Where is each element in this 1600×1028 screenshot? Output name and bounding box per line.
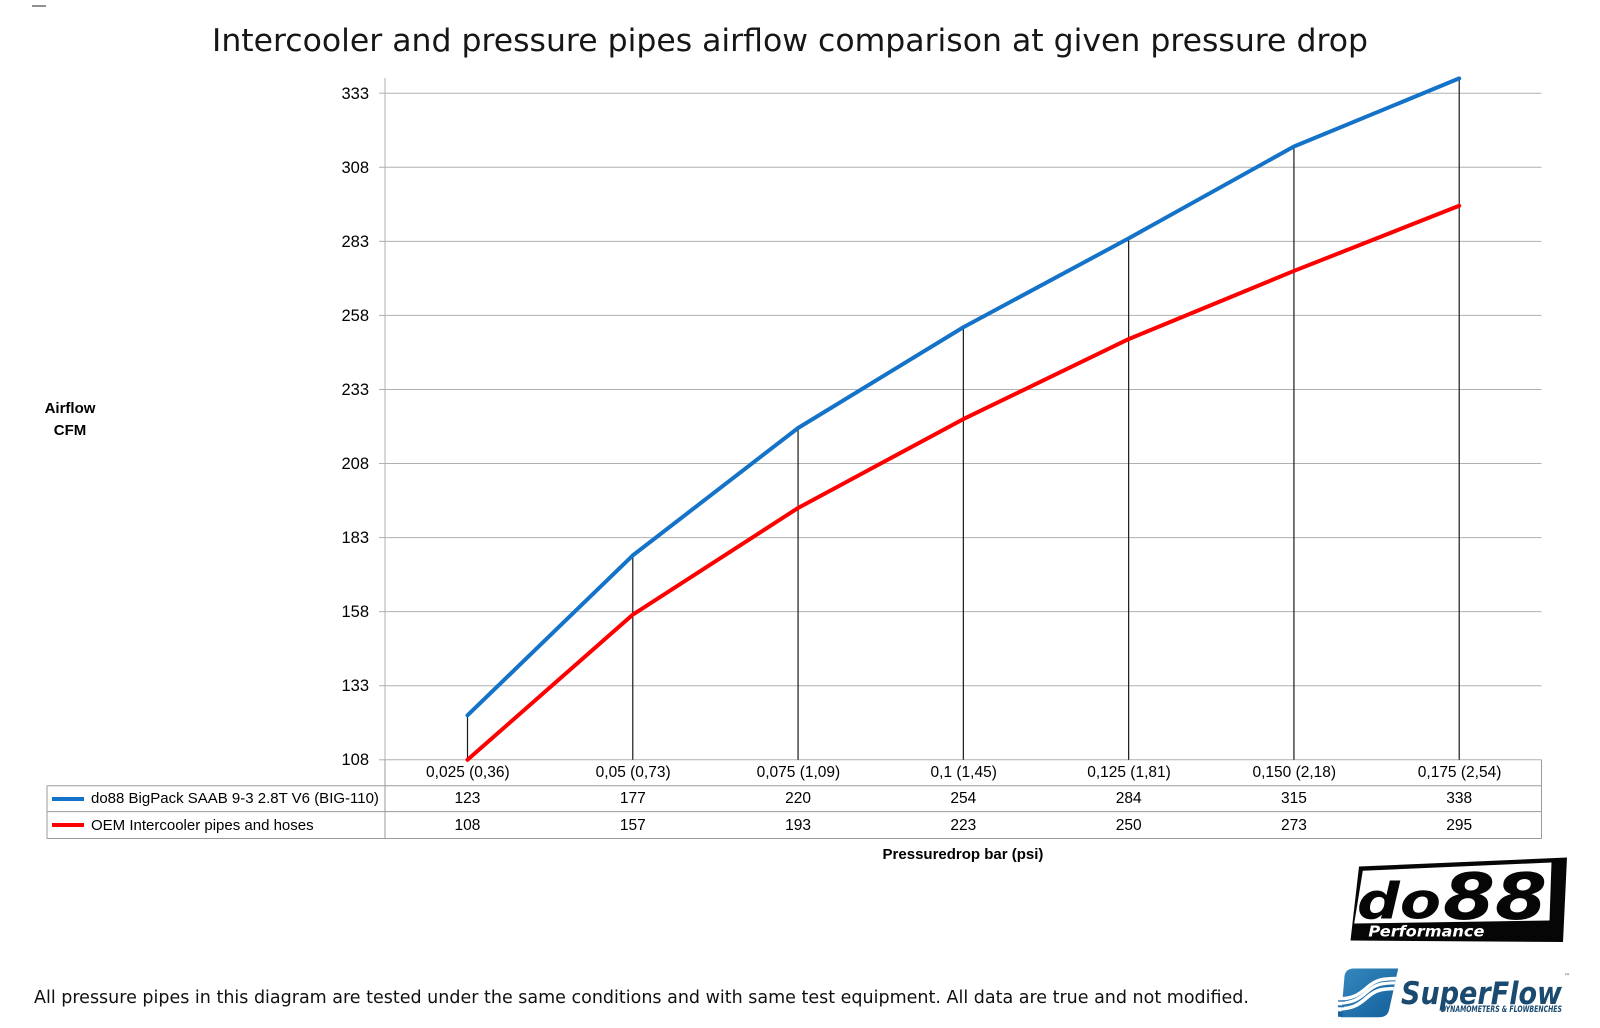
table-cell: 284	[1115, 790, 1142, 808]
y-tick-label: 133	[341, 677, 369, 696]
do88-logo: do 88 Performance	[1350, 857, 1567, 942]
do88-logo-inner	[1354, 862, 1552, 924]
y-axis-title-line1: Airflow	[44, 400, 96, 417]
table-cell: 123	[454, 790, 481, 808]
do88-logo-tagline: Performance	[1368, 923, 1484, 941]
table-cell: 193	[785, 816, 811, 834]
x-tick-label: 0,175 (2,54)	[1417, 764, 1502, 782]
series-line-0	[465, 76, 1462, 718]
y-tick-label: 258	[341, 306, 369, 325]
x-tick-label: 0,125 (1,81)	[1087, 764, 1171, 782]
y-tick-label: 283	[341, 232, 369, 251]
y-tick-label: 108	[341, 751, 369, 770]
x-tick-label: 0,1 (1,45)	[930, 764, 997, 782]
table-cell: 250	[1115, 816, 1142, 834]
table-cell: 108	[454, 816, 481, 834]
x-axis-title: Pressuredrop bar (psi)	[882, 846, 1044, 863]
table-cell: 220	[785, 790, 811, 808]
superflow-trademark: ™	[1564, 973, 1570, 980]
do88-logo-do-text: do	[1357, 873, 1441, 931]
y-axis-title: Airflow CFM	[20, 398, 120, 442]
superflow-emblem	[1341, 968, 1399, 1018]
legend-swatch-0	[52, 796, 84, 801]
superflow-emblem-waves	[1341, 976, 1399, 1011]
y-axis-title-line2: CFM	[53, 422, 87, 439]
y-tick-label: 308	[341, 158, 369, 177]
table-cell: 315	[1280, 790, 1307, 808]
x-tick-label: 0,025 (0,36)	[426, 764, 510, 782]
table-cell: 177	[619, 790, 646, 808]
table-cell: 295	[1446, 816, 1473, 834]
superflow-logo-text: SuperFlow	[1401, 976, 1562, 1012]
x-tick-label: 0,150 (2,18)	[1252, 764, 1337, 782]
legend-series-name-0: do88 BigPack SAAB 9-3 2.8T V6 (BIG-110)	[91, 790, 379, 808]
superflow-tagline: DYNAMOMETERS & FLOWBENCHES	[1441, 1005, 1562, 1015]
table-cell: 254	[950, 790, 977, 808]
table-cell: 223	[950, 816, 977, 834]
footnote: All pressure pipes in this diagram are t…	[34, 988, 1249, 1008]
chart-title: Intercooler and pressure pipes airflow c…	[212, 23, 1368, 59]
y-tick-label: 233	[341, 380, 369, 399]
y-tick-label: 158	[341, 603, 369, 622]
table-cell: 273	[1280, 816, 1307, 834]
y-tick-label: 183	[341, 529, 369, 548]
x-tick-label: 0,05 (0,73)	[595, 764, 671, 782]
x-tick-label: 0,075 (1,09)	[756, 764, 841, 782]
table-cell: 338	[1446, 790, 1473, 808]
legend-series-name-1: OEM Intercooler pipes and hoses	[91, 816, 314, 834]
y-tick-label: 333	[341, 84, 369, 103]
series-line-1	[465, 203, 1462, 762]
y-tick-label: 208	[341, 455, 369, 474]
do88-logo-88-text: 88	[1443, 861, 1547, 935]
table-cell: 157	[619, 816, 646, 834]
legend-swatch-1	[52, 823, 84, 828]
window-artifact-dash	[32, 5, 46, 7]
superflow-logo: SuperFlow ™ DYNAMOMETERS & FLOWBENCHES	[1338, 968, 1570, 1018]
